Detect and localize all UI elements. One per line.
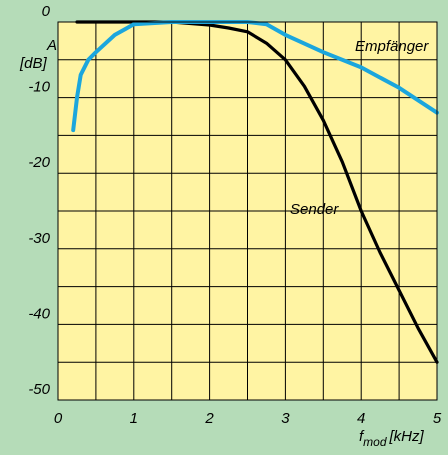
y-tick-label: 0 (42, 3, 51, 20)
y-tick-label: -10 (28, 79, 50, 96)
series-label: Sender (290, 201, 339, 218)
x-tick-label: 0 (54, 410, 63, 427)
x-axis-unit: [kHz] (389, 428, 425, 445)
x-tick-label: 5 (433, 410, 442, 427)
x-axis-subscript: mod (363, 435, 387, 449)
y-tick-label: -40 (28, 305, 50, 322)
y-tick-label: -30 (28, 230, 50, 247)
y-axis-label: A (46, 37, 57, 54)
x-axis-label: fmod [kHz] (359, 428, 425, 449)
x-tick-label: 2 (204, 410, 214, 427)
plot-border (57, 21, 438, 401)
x-axis-symbol: f (359, 428, 365, 445)
x-tick-label: 1 (130, 410, 138, 427)
y-tick-label: -50 (28, 381, 50, 398)
y-tick-label: -20 (28, 154, 50, 171)
x-tick-label: 4 (357, 410, 365, 427)
x-tick-label: 3 (281, 410, 290, 427)
y-axis-unit: [dB] (19, 55, 48, 72)
series-label: Empfänger (355, 38, 429, 55)
